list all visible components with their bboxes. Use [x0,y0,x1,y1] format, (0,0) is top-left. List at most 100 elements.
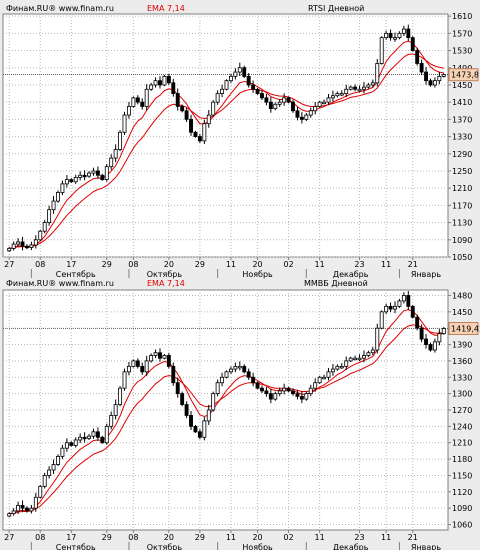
rtsi-y-tick-label: 1450 [452,81,472,90]
rtsi-candle [29,241,34,251]
rtsi-candle [69,178,74,183]
mmvb-candle [109,411,114,430]
rtsi-ema-fast-line [9,40,444,249]
rtsi-candle [202,119,207,144]
mmvb-last-value-label: 1419,42 [451,324,480,333]
mmvb-candles [7,291,446,518]
mmvb-candle [175,377,180,398]
rtsi-x-date-label: 08 [128,260,138,269]
rtsi-candle [233,68,238,80]
rtsi-candle [184,107,189,122]
mmvb-y-tick-label: 1390 [452,341,472,350]
mmvb-candle [330,364,335,376]
rtsi-y-tick-label: 1330 [452,133,472,142]
mmvb-month-label: Сентябрь [56,543,96,550]
mmvb-candle [273,391,278,401]
mmvb-candle [224,370,229,379]
rtsi-candle [268,97,273,113]
rtsi-candle [20,236,25,251]
mmvb-candle [56,454,60,467]
mmvb-candle [353,355,358,361]
rtsi-last-value-label: 1473,81 [451,71,480,80]
rtsi-candle [424,66,428,85]
rtsi-candle [295,106,300,121]
mmvb-candle [339,363,344,369]
mmvb-candle [193,424,198,433]
mmvb-x-date-label: 20 [164,533,174,542]
mmvb-ema-fast-line [9,309,444,515]
rtsi-candle [131,96,136,108]
mmvb-candle [78,433,83,444]
mmvb-candle [11,508,16,516]
rtsi-candle [82,170,87,181]
mmvb-candle [162,354,167,360]
rtsi-candle [16,238,21,248]
mmvb-candle [428,342,433,352]
mmvb-y-tick-label: 1240 [452,422,472,431]
rtsi-candle [406,24,411,42]
mmvb-candle [202,417,207,441]
mmvb-candle [344,356,349,370]
mmvb-candle [379,310,384,330]
mmvb-y-tick-label: 1300 [452,390,472,399]
rtsi-y-tick-label: 1210 [452,184,472,193]
rtsi-candle [282,93,287,106]
mmvb-candle [118,386,123,407]
rtsi-x-date-label: 20 [164,260,174,269]
mmvb-candle [246,368,251,380]
rtsi-candle [322,99,327,105]
rtsi-x-date-label: 20 [252,260,262,269]
mmvb-candle [277,387,282,397]
mmvb-candle [313,378,318,392]
rtsi-candle [255,87,260,95]
rtsi-candle [428,78,433,87]
mmvb-y-tick-label: 1360 [452,357,472,366]
rtsi-candle [375,58,380,87]
rtsi-y-axis: 1610157015301490145014101370133012901250… [448,12,480,262]
rtsi-y-tick-label: 1410 [452,98,472,107]
rtsi-candle [33,235,38,249]
mmvb-y-axis: 1480145014201390136013301300127012401210… [448,291,480,530]
rtsi-candle [224,79,229,91]
mmvb-candle [304,391,309,401]
rtsi-candle [441,73,446,78]
rtsi-candle [432,77,437,88]
rtsi-ema-lines [9,40,444,249]
rtsi-candle [118,130,123,152]
mmvb-candle [69,441,74,447]
rtsi-candle [410,36,415,52]
rtsi-y-tick-label: 1290 [452,150,472,159]
rtsi-candle [171,78,176,97]
rtsi-candle [206,109,211,128]
mmvb-candle [171,362,176,386]
mmvb-x-date-label: 11 [315,533,325,542]
rtsi-candle [122,111,127,135]
mmvb-month-label: Декабрь [333,543,369,550]
mmvb-candle [228,366,233,374]
mmvb-candle [20,500,25,513]
mmvb-x-date-label: 08 [128,533,138,542]
mmvb-candle [100,435,105,444]
rtsi-x-date-label: 29 [102,260,112,269]
mmvb-candle [42,472,47,489]
mmvb-x-date-label: 27 [4,533,14,542]
mmvb-ema-slow-line [9,324,444,515]
mmvb-x-date-label: 11 [226,533,236,542]
rtsi-candle [109,154,114,170]
mmvb-candle [406,291,411,310]
mmvb-y-tick-label: 1090 [452,504,472,513]
rtsi-candle [246,73,251,88]
mmvb-month-label: Октябрь [147,543,183,550]
rtsi-x-date-label: 11 [381,260,391,269]
rtsi-candle [158,76,162,89]
mmvb-candle [397,298,402,308]
rtsi-candle [326,93,331,106]
mmvb-candle [326,367,331,381]
mmvb-candle [233,362,238,373]
mmvb-candle [357,354,362,362]
rtsi-x-date-label: 11 [226,260,236,269]
mmvb-candle [215,379,220,397]
mmvb-candle [104,423,109,445]
rtsi-candle [228,73,233,83]
rtsi-candle [357,85,362,93]
